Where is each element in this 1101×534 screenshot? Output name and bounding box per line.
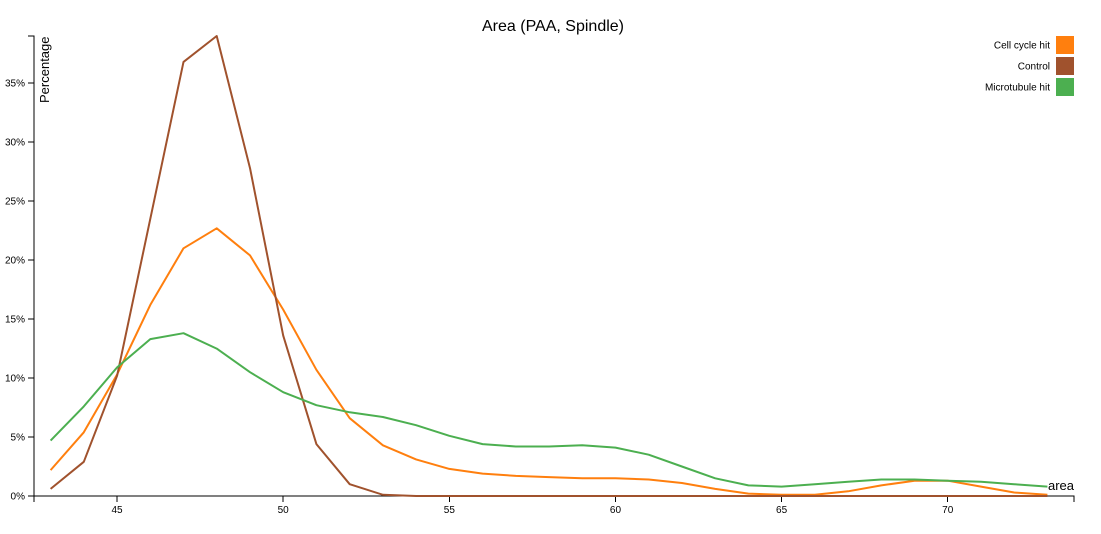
y-tick-label: 15%: [5, 315, 25, 326]
legend-label: Cell cycle hit: [994, 41, 1050, 52]
y-tick-label: 20%: [5, 256, 25, 267]
y-axis-line: [28, 35, 35, 497]
series-line-control: [49, 35, 1048, 497]
y-axis-label: Percentage: [37, 37, 52, 104]
x-axis: 45 50 55 60 65 70: [33, 495, 1075, 516]
x-tick-label: 60: [610, 505, 622, 516]
legend-item-control: Control: [1018, 57, 1074, 75]
x-tick-label: 50: [278, 505, 290, 516]
x-tick-label: 45: [112, 505, 124, 516]
y-tick-label: 10%: [5, 374, 25, 385]
legend: Cell cycle hit Control Microtubule hit: [985, 36, 1074, 96]
legend-swatch: [1056, 36, 1074, 54]
y-tick-label: 5%: [11, 433, 26, 444]
y-tick-label: 35%: [5, 79, 25, 90]
y-tick-label: 30%: [5, 138, 25, 149]
y-axis: 0% 5% 10% 15% 20% 25% 30% 35%: [5, 35, 35, 503]
x-tick-label: 55: [444, 505, 456, 516]
y-tick-label: 25%: [5, 197, 25, 208]
legend-swatch: [1056, 57, 1074, 75]
series-group: [49, 35, 1048, 497]
series-line-microtubule-hit: [49, 332, 1048, 488]
x-tick-label: 70: [942, 505, 954, 516]
y-tick-label: 0%: [11, 492, 26, 503]
legend-item-microtubule-hit: Microtubule hit: [985, 78, 1074, 96]
plot-area: 0% 5% 10% 15% 20% 25% 30% 35% 45 50 55 60 65 70: [5, 35, 1075, 516]
x-axis-label: area: [1048, 478, 1075, 493]
legend-label: Control: [1018, 62, 1050, 73]
legend-swatch: [1056, 78, 1074, 96]
legend-item-cell-cycle-hit: Cell cycle hit: [994, 36, 1074, 54]
chart-title: Area (PAA, Spindle): [482, 18, 624, 35]
series-line-cell-cycle-hit: [49, 227, 1048, 496]
legend-label: Microtubule hit: [985, 83, 1050, 94]
x-tick-label: 65: [776, 505, 788, 516]
